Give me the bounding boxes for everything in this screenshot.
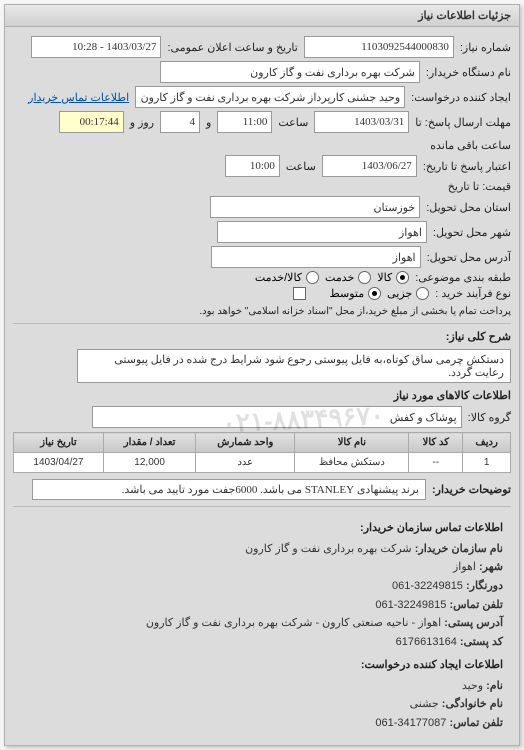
state-field[interactable] (210, 196, 420, 218)
panel-body: شماره نیاز: تاریخ و ساعت اعلان عمومی: نا… (5, 27, 519, 745)
buyer-contact-link[interactable]: اطلاعات تماس خریدار (28, 91, 129, 104)
contact-city: اهواز (453, 561, 476, 573)
contact-address: اهواز - ناحیه صنعتی کارون - شرکت بهره بر… (146, 617, 441, 629)
creator-surname: جشنی (410, 698, 439, 710)
contact-fax-label: دورنگار: (466, 580, 503, 592)
contact-org-label: نام سازمان خریدار: (415, 543, 503, 555)
days-field[interactable] (160, 111, 200, 133)
contact-section-title: اطلاعات تماس سازمان خریدار: (21, 519, 503, 538)
request-no-label: شماره نیاز: (460, 41, 511, 54)
deadline-hour-field[interactable] (217, 111, 272, 133)
remain-time-field (59, 111, 124, 133)
need-title-field: دستکش چرمی ساق کوتاه،به فایل پیوستی رجوع… (77, 349, 511, 383)
validity-hour-field[interactable] (225, 155, 280, 177)
budget-service-radio[interactable]: خدمت (325, 271, 371, 284)
group-field[interactable] (92, 406, 462, 428)
contact-postal: 6176613164 (396, 636, 457, 648)
panel-title: جزئیات اطلاعات نیاز (5, 5, 519, 27)
contact-fax: 32249815-061 (392, 580, 463, 592)
goods-section-title: اطلاعات کالاهای مورد نیاز (13, 389, 511, 402)
need-title-label: شرح کلی نیاز: (446, 330, 511, 343)
city-label: شهر محل تحویل: (433, 226, 511, 239)
col-qty: تعداد / مقدار (103, 433, 195, 453)
remain-after-label: ساعت باقی مانده (430, 139, 511, 152)
days-after-label: روز و (130, 116, 154, 129)
contact-address-label: آدرس پستی: (444, 617, 503, 629)
address-label: آدرس محل تحویل: (427, 251, 511, 264)
table-row[interactable]: 1 -- دستکش محافظ عدد 12,000 1403/04/27 (14, 453, 511, 473)
buyer-org-label: نام دستگاه خریدار: (426, 66, 511, 79)
group-label: گروه کالا: (468, 411, 511, 424)
col-name: نام کالا (295, 433, 409, 453)
city-field[interactable] (217, 221, 427, 243)
request-no-field[interactable] (304, 36, 454, 58)
purchase-label: نوع فرآیند خرید : (435, 287, 511, 300)
validity-date-field[interactable] (322, 155, 417, 177)
contact-phone: 32249815-061 (375, 599, 446, 611)
validity-hour-label: ساعت (286, 160, 316, 173)
deadline-hour-label: ساعت (278, 116, 308, 129)
creator-phone: 34177087-061 (375, 717, 446, 729)
budget-label: طبقه بندی موضوعی: (415, 271, 511, 284)
announce-date-field[interactable] (31, 36, 161, 58)
purchase-medium-radio[interactable]: متوسط (330, 287, 382, 300)
col-row: ردیف (463, 433, 511, 453)
contact-org: شرکت بهره برداری نفت و گاز کارون (245, 543, 412, 555)
purchase-partial-radio[interactable]: جزیی (387, 287, 429, 300)
creator-phone-label: تلفن تماس: (449, 717, 503, 729)
payment-note: پرداخت تمام یا بخشی از مبلغ خرید،از محل … (199, 306, 511, 317)
col-date: تاریخ نیاز (14, 433, 104, 453)
notes-field: برند پیشنهادی STANLEY می باشد. 6000جفت م… (32, 479, 426, 500)
budget-both-radio[interactable]: کالا/خدمت (255, 271, 319, 284)
col-code: کد کالا (409, 433, 463, 453)
requester-label: ایجاد کننده درخواست: (411, 91, 511, 104)
deadline-label: مهلت ارسال پاسخ: تا (415, 116, 511, 129)
col-unit: واحد شمارش (196, 433, 295, 453)
contact-city-label: شهر: (479, 561, 503, 573)
announce-date-label: تاریخ و ساعت اعلان عمومی: (167, 41, 297, 54)
address-field[interactable] (211, 246, 421, 268)
days-label: و (206, 116, 211, 129)
notes-label: توضیحات خریدار: (432, 483, 511, 496)
deadline-date-field[interactable] (314, 111, 409, 133)
state-label: استان محل تحویل: (426, 201, 511, 214)
contact-postal-label: کد پستی: (460, 636, 503, 648)
buyer-org-field[interactable] (160, 61, 420, 83)
need-details-panel: جزئیات اطلاعات نیاز شماره نیاز: تاریخ و … (4, 4, 520, 746)
creator-name: وحید (462, 680, 483, 692)
contact-section: اطلاعات تماس سازمان خریدار: نام سازمان خ… (13, 513, 511, 739)
requester-field[interactable] (135, 86, 405, 108)
table-header-row: ردیف کد کالا نام کالا واحد شمارش تعداد /… (14, 433, 511, 453)
creator-section-title: اطلاعات ایجاد کننده درخواست: (21, 656, 503, 675)
contact-phone-label: تلفن تماس: (449, 599, 503, 611)
goods-table: ردیف کد کالا نام کالا واحد شمارش تعداد /… (13, 432, 511, 473)
payment-checkbox[interactable] (293, 287, 306, 300)
creator-name-label: نام: (486, 680, 503, 692)
creator-surname-label: نام خانوادگی: (442, 698, 503, 710)
validity-label: اعتبار پاسخ تا تاریخ: (423, 160, 511, 173)
budget-goods-radio[interactable]: کالا (377, 271, 409, 284)
price-label: قیمت: تا تاریخ (448, 180, 511, 193)
